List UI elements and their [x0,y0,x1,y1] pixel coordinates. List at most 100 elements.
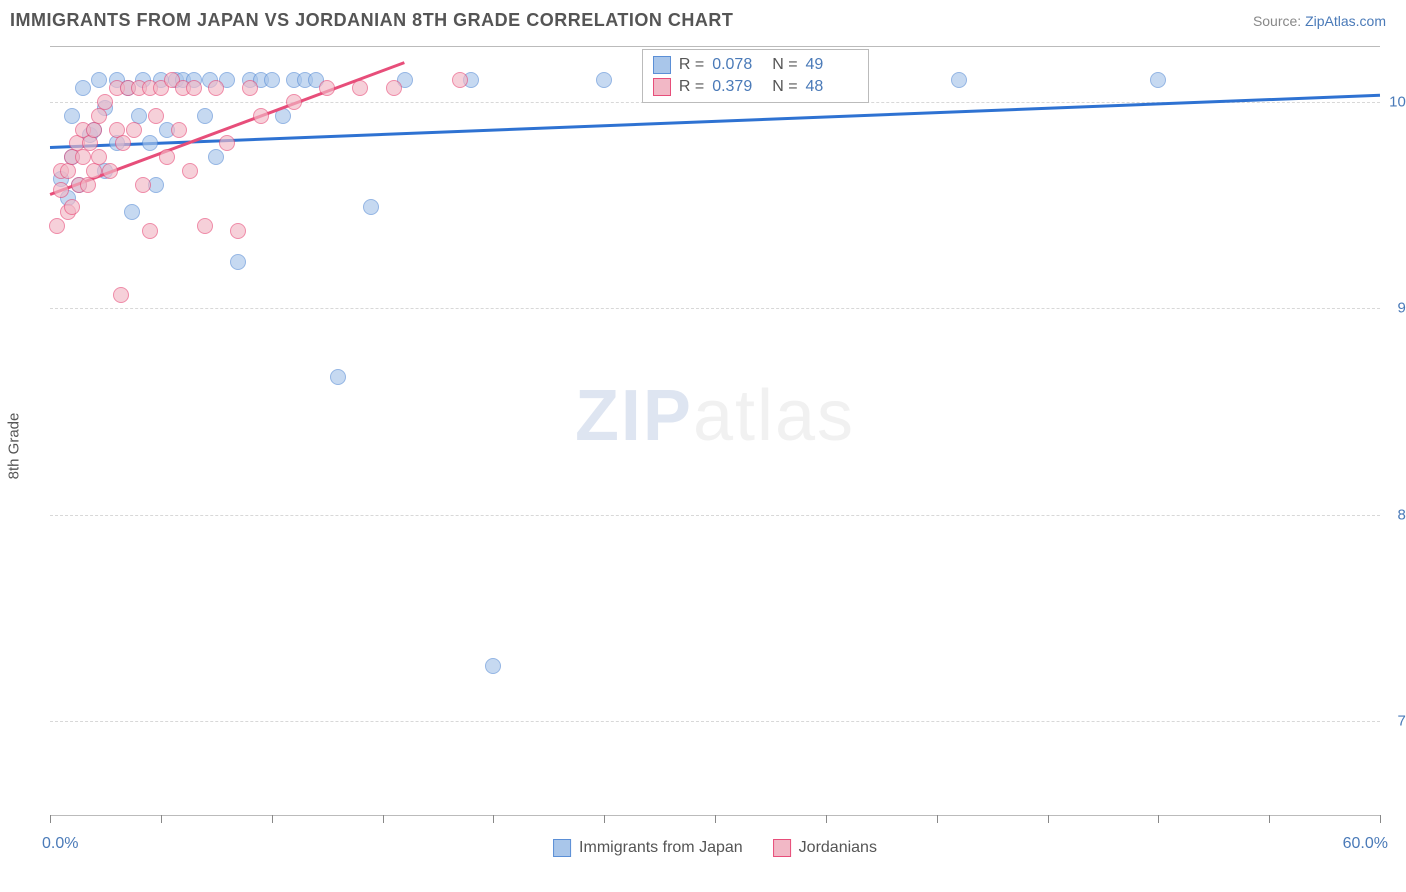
data-point [485,658,501,674]
data-point [242,80,258,96]
data-point [124,204,140,220]
data-point [197,218,213,234]
x-tick [1380,815,1381,823]
x-tick [493,815,494,823]
source-attribution: Source: ZipAtlas.com [1253,13,1386,29]
stats-r-label: R = [679,78,704,96]
x-min-label: 0.0% [42,835,78,853]
x-max-label: 60.0% [1343,835,1388,853]
stats-swatch-1 [653,78,671,96]
data-point [142,223,158,239]
data-point [86,163,102,179]
data-point [142,135,158,151]
data-point [352,80,368,96]
x-tick [604,815,605,823]
gridline [50,721,1380,722]
data-point [230,223,246,239]
gridline [50,515,1380,516]
data-point [253,108,269,124]
source-prefix: Source: [1253,13,1305,29]
data-point [319,80,335,96]
data-point [91,72,107,88]
data-point [186,80,202,96]
data-point [115,135,131,151]
data-point [182,163,198,179]
stats-row-1: R = 0.379 N = 48 [653,76,858,98]
legend-item-0: Immigrants from Japan [553,839,743,857]
y-tick-label: 77.5% [1386,712,1406,729]
data-point [230,254,246,270]
stats-box: R = 0.078 N = 49 R = 0.379 N = 48 [642,49,869,103]
data-point [386,80,402,96]
bottom-legend: Immigrants from Japan Jordanians [553,839,877,857]
data-point [264,72,280,88]
x-tick [826,815,827,823]
watermark-part1: ZIP [575,376,693,456]
chart-title: IMMIGRANTS FROM JAPAN VS JORDANIAN 8TH G… [10,10,733,31]
x-tick [1269,815,1270,823]
x-tick [161,815,162,823]
data-point [148,108,164,124]
legend-swatch-0 [553,839,571,857]
data-point [363,199,379,215]
source-link[interactable]: ZipAtlas.com [1305,13,1386,29]
data-point [64,108,80,124]
data-point [208,149,224,165]
data-point [126,122,142,138]
data-point [113,287,129,303]
data-point [91,108,107,124]
scatter-chart: ZIPatlas R = 0.078 N = 49 R = 0.379 N = … [50,46,1380,816]
watermark: ZIPatlas [575,375,855,457]
data-point [75,80,91,96]
stats-row-0: R = 0.078 N = 49 [653,54,858,76]
data-point [951,72,967,88]
x-tick [937,815,938,823]
x-tick [383,815,384,823]
data-point [53,182,69,198]
data-point [80,177,96,193]
data-point [596,72,612,88]
x-tick [1158,815,1159,823]
gridline [50,308,1380,309]
y-tick-label: 85.0% [1386,506,1406,523]
data-point [197,108,213,124]
data-point [171,122,187,138]
data-point [135,177,151,193]
data-point [286,94,302,110]
stats-n-label: N = [772,56,797,74]
x-tick [1048,815,1049,823]
legend-swatch-1 [773,839,791,857]
stats-r-0: 0.078 [712,56,764,74]
data-point [208,80,224,96]
data-point [219,135,235,151]
stats-n-1: 48 [806,78,858,96]
watermark-part2: atlas [693,376,855,456]
data-point [91,149,107,165]
legend-label-0: Immigrants from Japan [579,839,743,857]
stats-n-label: N = [772,78,797,96]
data-point [64,199,80,215]
stats-n-0: 49 [806,56,858,74]
data-point [159,149,175,165]
data-point [102,163,118,179]
x-tick [50,815,51,823]
data-point [1150,72,1166,88]
data-point [49,218,65,234]
legend-item-1: Jordanians [773,839,877,857]
data-point [86,122,102,138]
chart-header: IMMIGRANTS FROM JAPAN VS JORDANIAN 8TH G… [0,0,1406,39]
y-axis-label: 8th Grade [6,413,23,480]
x-tick [715,815,716,823]
data-point [452,72,468,88]
stats-r-1: 0.379 [712,78,764,96]
stats-r-label: R = [679,56,704,74]
y-tick-label: 100.0% [1386,94,1406,111]
data-point [330,369,346,385]
data-point [97,94,113,110]
data-point [75,149,91,165]
data-point [60,163,76,179]
x-tick [272,815,273,823]
legend-label-1: Jordanians [799,839,877,857]
stats-swatch-0 [653,56,671,74]
y-tick-label: 92.5% [1386,300,1406,317]
